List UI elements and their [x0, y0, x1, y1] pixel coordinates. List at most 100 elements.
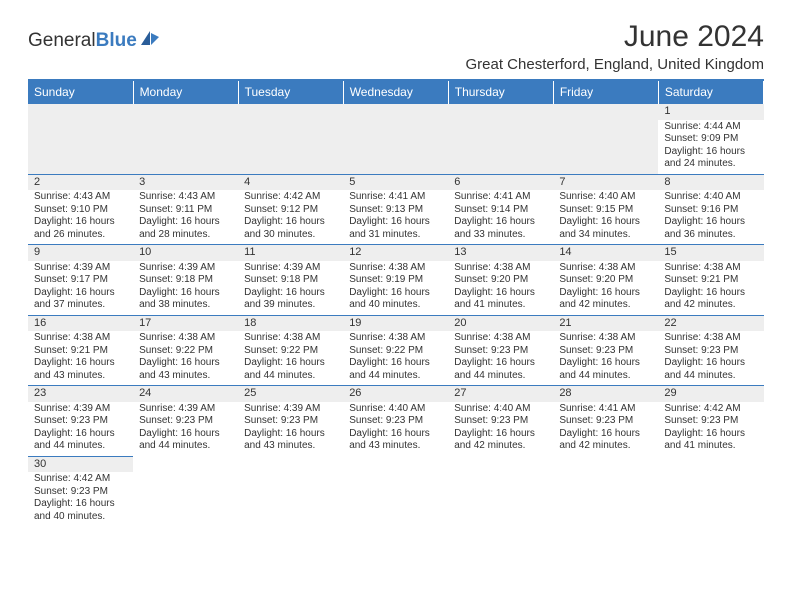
- day-5-number: 5: [343, 174, 448, 190]
- empty-cell: [133, 456, 238, 472]
- day-21-sunrise: Sunrise: 4:38 AM: [559, 332, 652, 345]
- day-10-daylight-2: and 38 minutes.: [139, 299, 232, 312]
- day-12-daylight-2: and 40 minutes.: [349, 299, 442, 312]
- day-12-daylight-1: Daylight: 16 hours: [349, 287, 442, 300]
- day-11-info: Sunrise: 4:39 AMSunset: 9:18 PMDaylight:…: [238, 261, 343, 316]
- day-6-number: 6: [448, 174, 553, 190]
- day-24-number: 24: [133, 386, 238, 402]
- empty-cell: [448, 472, 553, 526]
- weekday-header-tuesday: Tuesday: [238, 81, 343, 104]
- day-26-sunset: Sunset: 9:23 PM: [349, 415, 442, 428]
- day-9-daylight-2: and 37 minutes.: [34, 299, 127, 312]
- location: Great Chesterford, England, United Kingd…: [466, 56, 765, 73]
- day-5-daylight-1: Daylight: 16 hours: [349, 216, 442, 229]
- day-24-info: Sunrise: 4:39 AMSunset: 9:23 PMDaylight:…: [133, 402, 238, 457]
- day-4-sunrise: Sunrise: 4:42 AM: [244, 191, 337, 204]
- day-23-number: 23: [28, 386, 133, 402]
- week-4-daynum-row: 23242526272829: [28, 386, 764, 402]
- empty-cell: [553, 456, 658, 472]
- header: GeneralBlue June 2024 Great Chesterford,…: [28, 20, 764, 73]
- day-11-sunset: Sunset: 9:18 PM: [244, 274, 337, 287]
- day-28-daylight-2: and 42 minutes.: [559, 440, 652, 453]
- day-3-sunrise: Sunrise: 4:43 AM: [139, 191, 232, 204]
- day-4-sunset: Sunset: 9:12 PM: [244, 204, 337, 217]
- weekday-header-monday: Monday: [133, 81, 238, 104]
- day-12-info: Sunrise: 4:38 AMSunset: 9:19 PMDaylight:…: [343, 261, 448, 316]
- empty-cell: [238, 120, 343, 175]
- day-21-daylight-1: Daylight: 16 hours: [559, 357, 652, 370]
- empty-cell: [658, 456, 763, 472]
- week-3-daynum-row: 16171819202122: [28, 315, 764, 331]
- calendar-table: SundayMondayTuesdayWednesdayThursdayFrid…: [28, 81, 764, 526]
- day-25-sunset: Sunset: 9:23 PM: [244, 415, 337, 428]
- day-4-daylight-2: and 30 minutes.: [244, 229, 337, 242]
- day-6-daylight-2: and 33 minutes.: [454, 229, 547, 242]
- day-13-sunrise: Sunrise: 4:38 AM: [454, 262, 547, 275]
- week-1-info-row: Sunrise: 4:43 AMSunset: 9:10 PMDaylight:…: [28, 190, 764, 245]
- day-2-daylight-1: Daylight: 16 hours: [34, 216, 127, 229]
- day-27-sunset: Sunset: 9:23 PM: [454, 415, 547, 428]
- weekday-header-friday: Friday: [553, 81, 658, 104]
- day-21-info: Sunrise: 4:38 AMSunset: 9:23 PMDaylight:…: [553, 331, 658, 386]
- day-11-sunrise: Sunrise: 4:39 AM: [244, 262, 337, 275]
- day-20-daylight-2: and 44 minutes.: [454, 370, 547, 383]
- empty-cell: [553, 120, 658, 175]
- weekday-header-wednesday: Wednesday: [343, 81, 448, 104]
- day-3-sunset: Sunset: 9:11 PM: [139, 204, 232, 217]
- day-13-number: 13: [448, 245, 553, 261]
- empty-cell: [238, 104, 343, 120]
- day-3-info: Sunrise: 4:43 AMSunset: 9:11 PMDaylight:…: [133, 190, 238, 245]
- day-10-number: 10: [133, 245, 238, 261]
- day-30-daylight-2: and 40 minutes.: [34, 511, 127, 524]
- day-5-sunrise: Sunrise: 4:41 AM: [349, 191, 442, 204]
- empty-cell: [343, 472, 448, 526]
- day-7-daylight-2: and 34 minutes.: [559, 229, 652, 242]
- day-13-daylight-1: Daylight: 16 hours: [454, 287, 547, 300]
- logo: GeneralBlue: [28, 30, 161, 52]
- empty-cell: [28, 104, 133, 120]
- day-29-info: Sunrise: 4:42 AMSunset: 9:23 PMDaylight:…: [658, 402, 763, 457]
- day-26-daylight-1: Daylight: 16 hours: [349, 428, 442, 441]
- day-16-sunrise: Sunrise: 4:38 AM: [34, 332, 127, 345]
- day-27-daylight-2: and 42 minutes.: [454, 440, 547, 453]
- day-6-sunset: Sunset: 9:14 PM: [454, 204, 547, 217]
- day-29-daylight-2: and 41 minutes.: [664, 440, 757, 453]
- day-14-number: 14: [553, 245, 658, 261]
- logo-word-general: General: [28, 30, 96, 51]
- day-17-daylight-1: Daylight: 16 hours: [139, 357, 232, 370]
- day-28-sunrise: Sunrise: 4:41 AM: [559, 403, 652, 416]
- day-6-daylight-1: Daylight: 16 hours: [454, 216, 547, 229]
- day-12-sunset: Sunset: 9:19 PM: [349, 274, 442, 287]
- day-1-info: Sunrise: 4:44 AMSunset: 9:09 PMDaylight:…: [658, 120, 763, 175]
- day-17-info: Sunrise: 4:38 AMSunset: 9:22 PMDaylight:…: [133, 331, 238, 386]
- empty-cell: [238, 456, 343, 472]
- logo-text: GeneralBlue: [28, 30, 137, 52]
- day-2-sunset: Sunset: 9:10 PM: [34, 204, 127, 217]
- day-27-sunrise: Sunrise: 4:40 AM: [454, 403, 547, 416]
- day-3-daylight-1: Daylight: 16 hours: [139, 216, 232, 229]
- day-29-sunset: Sunset: 9:23 PM: [664, 415, 757, 428]
- empty-cell: [238, 472, 343, 526]
- day-8-daylight-1: Daylight: 16 hours: [664, 216, 757, 229]
- day-18-sunrise: Sunrise: 4:38 AM: [244, 332, 337, 345]
- day-25-sunrise: Sunrise: 4:39 AM: [244, 403, 337, 416]
- day-1-number: 1: [658, 104, 763, 120]
- day-22-info: Sunrise: 4:38 AMSunset: 9:23 PMDaylight:…: [658, 331, 763, 386]
- week-1-daynum-row: 2345678: [28, 174, 764, 190]
- day-8-daylight-2: and 36 minutes.: [664, 229, 757, 242]
- day-9-sunrise: Sunrise: 4:39 AM: [34, 262, 127, 275]
- day-15-daylight-2: and 42 minutes.: [664, 299, 757, 312]
- day-30-sunset: Sunset: 9:23 PM: [34, 486, 127, 499]
- day-15-sunset: Sunset: 9:21 PM: [664, 274, 757, 287]
- day-21-number: 21: [553, 315, 658, 331]
- day-17-sunrise: Sunrise: 4:38 AM: [139, 332, 232, 345]
- day-4-number: 4: [238, 174, 343, 190]
- day-13-info: Sunrise: 4:38 AMSunset: 9:20 PMDaylight:…: [448, 261, 553, 316]
- day-21-daylight-2: and 44 minutes.: [559, 370, 652, 383]
- empty-cell: [133, 104, 238, 120]
- day-14-daylight-2: and 42 minutes.: [559, 299, 652, 312]
- day-2-daylight-2: and 26 minutes.: [34, 229, 127, 242]
- day-10-info: Sunrise: 4:39 AMSunset: 9:18 PMDaylight:…: [133, 261, 238, 316]
- day-20-daylight-1: Daylight: 16 hours: [454, 357, 547, 370]
- empty-cell: [658, 472, 763, 526]
